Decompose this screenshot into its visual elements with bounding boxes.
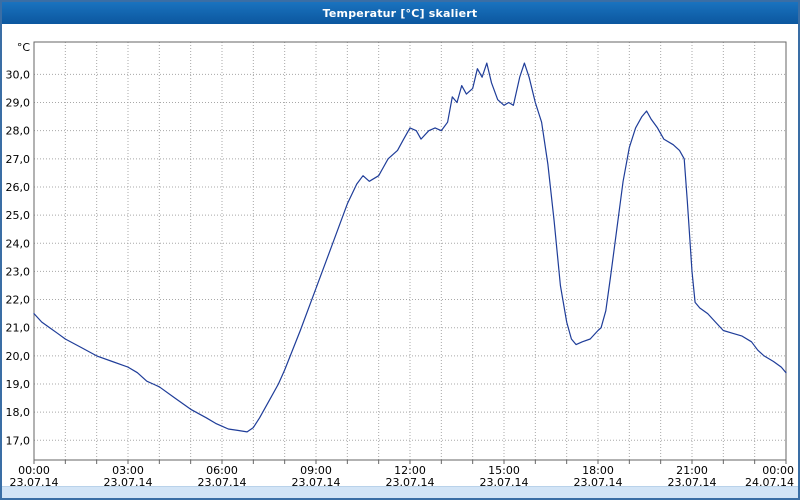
svg-text:29,0: 29,0: [6, 97, 31, 110]
svg-text:23.07.14: 23.07.14: [480, 476, 529, 486]
svg-text:19,0: 19,0: [6, 378, 31, 391]
svg-text:03:00: 03:00: [112, 464, 144, 477]
svg-text:18:00: 18:00: [582, 464, 614, 477]
svg-text:23.07.14: 23.07.14: [10, 476, 59, 486]
svg-text:12:00: 12:00: [394, 464, 426, 477]
title-bar[interactable]: Temperatur [°C] skaliert: [2, 2, 798, 24]
chart-area: °C 17,0 18,0 19,0 20,0 21,0 22,0 23,0 24,0 25,0 26…: [2, 24, 798, 486]
svg-text:26,0: 26,0: [6, 181, 31, 194]
svg-text:23.07.14: 23.07.14: [292, 476, 341, 486]
svg-text:09:00: 09:00: [300, 464, 332, 477]
svg-text:21,0: 21,0: [6, 322, 31, 335]
svg-text:25,0: 25,0: [6, 209, 31, 222]
svg-text:23.07.14: 23.07.14: [198, 476, 247, 486]
svg-text:00:00: 00:00: [18, 464, 50, 477]
temperature-line-chart: °C 17,0 18,0 19,0 20,0 21,0 22,0 23,0 24,0 25,0 26…: [6, 41, 795, 486]
svg-text:24,0: 24,0: [6, 237, 31, 250]
svg-text:15:00: 15:00: [488, 464, 520, 477]
svg-text:18,0: 18,0: [6, 406, 31, 419]
svg-text:21:00: 21:00: [676, 464, 708, 477]
svg-text:23.07.14: 23.07.14: [668, 476, 717, 486]
svg-text:06:00: 06:00: [206, 464, 238, 477]
svg-text:22,0: 22,0: [6, 294, 31, 307]
window-title: Temperatur [°C] skaliert: [322, 6, 478, 20]
svg-text:23.07.14: 23.07.14: [104, 476, 153, 486]
svg-text:00:00: 00:00: [762, 464, 794, 477]
svg-text:27,0: 27,0: [6, 153, 31, 166]
svg-text:28,0: 28,0: [6, 125, 31, 138]
svg-text:30,0: 30,0: [6, 68, 31, 81]
svg-text:23.07.14: 23.07.14: [386, 476, 435, 486]
svg-text:23,0: 23,0: [6, 265, 31, 278]
svg-text:°C: °C: [17, 41, 31, 54]
svg-text:24.07.14: 24.07.14: [745, 476, 794, 486]
svg-text:17,0: 17,0: [6, 434, 31, 447]
footer-strip: [2, 486, 798, 498]
svg-text:23.07.14: 23.07.14: [574, 476, 623, 486]
svg-text:20,0: 20,0: [6, 350, 31, 363]
